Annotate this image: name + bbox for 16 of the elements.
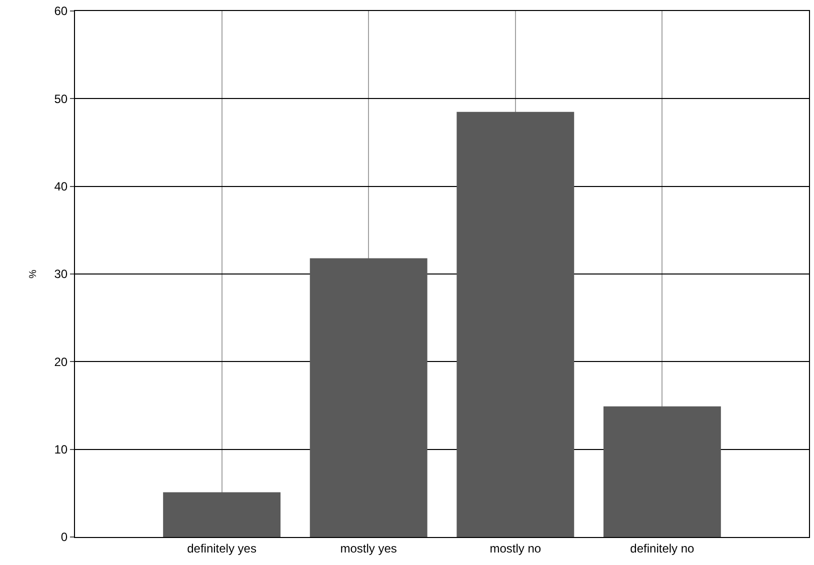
y-tick-label: 20: [54, 354, 68, 369]
x-tick-label: mostly yes: [340, 541, 397, 556]
y-tick-label: 40: [54, 180, 68, 194]
y-tick-label: 10: [54, 442, 68, 457]
y-tick-label: 50: [54, 92, 68, 106]
y-tick-label: 30: [54, 267, 68, 282]
y-tick-label: 60: [54, 4, 68, 18]
x-tick-label: definitely no: [630, 541, 695, 556]
bar: [603, 406, 721, 537]
y-tick-label: 0: [60, 530, 68, 544]
x-tick-label: mostly no: [490, 541, 542, 556]
bar: [163, 492, 281, 537]
bar: [456, 112, 574, 537]
x-tick-label: definitely yes: [187, 541, 256, 556]
y-axis-title: %: [28, 269, 40, 278]
bar: [310, 258, 428, 537]
